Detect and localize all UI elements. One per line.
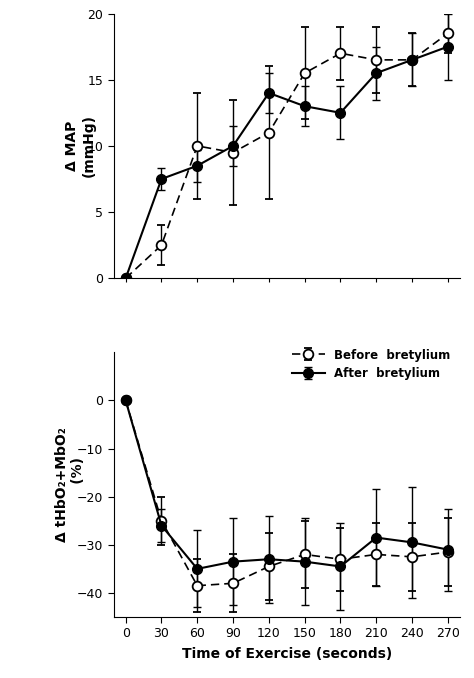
Y-axis label: Δ tHbO₂+MbO₂
      (%): Δ tHbO₂+MbO₂ (%) — [55, 427, 85, 542]
Legend: Before  bretylium, After  bretylium: Before bretylium, After bretylium — [288, 345, 454, 384]
Y-axis label: Δ MAP
(mmHg): Δ MAP (mmHg) — [65, 115, 96, 178]
X-axis label: Time of Exercise (seconds): Time of Exercise (seconds) — [182, 647, 392, 661]
